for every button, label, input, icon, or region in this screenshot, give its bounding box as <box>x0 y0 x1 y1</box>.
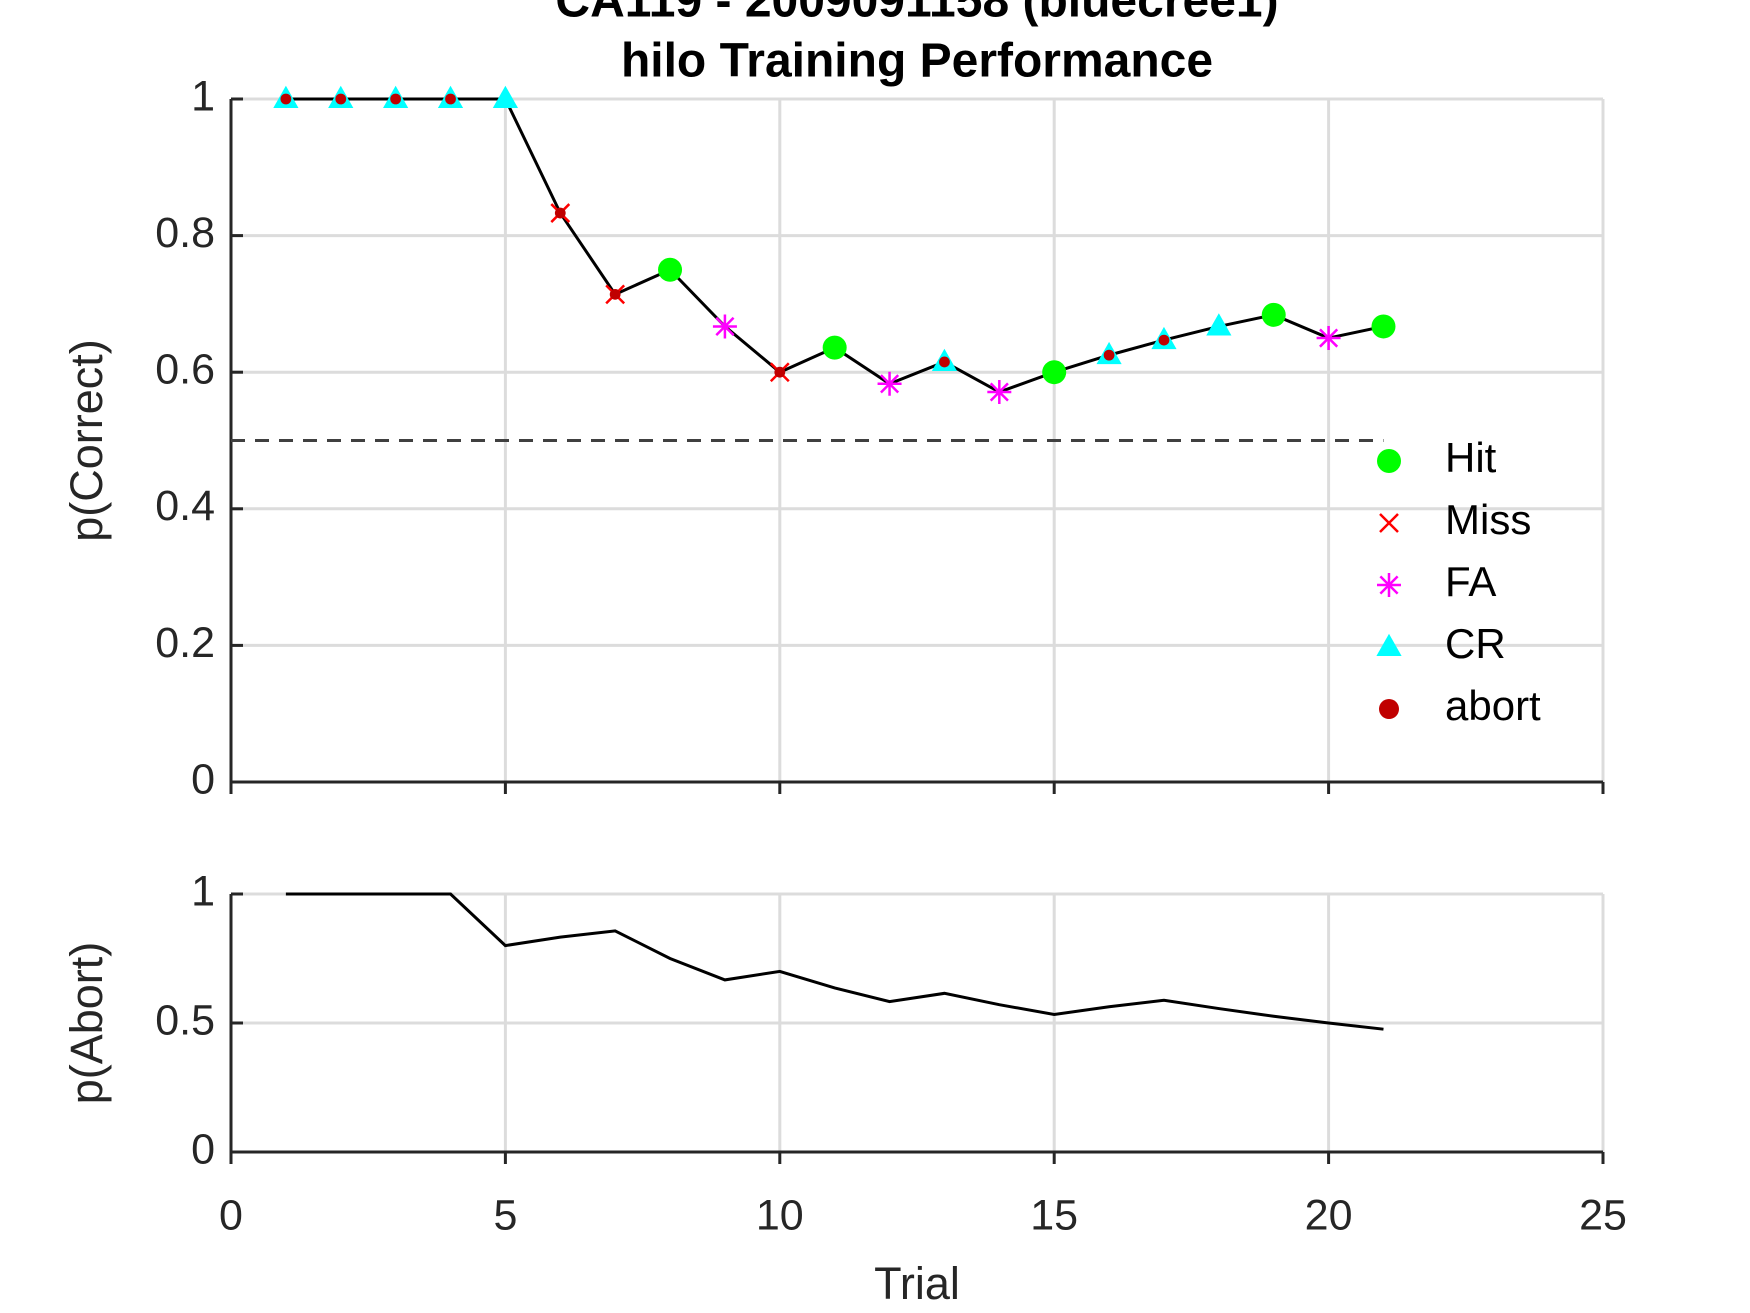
x-tick-label: 10 <box>756 1191 804 1239</box>
y-tick-label: 0.5 <box>155 996 215 1044</box>
marker-abort <box>609 288 621 300</box>
marker-abort <box>445 93 456 105</box>
legend-marker <box>1379 513 1399 533</box>
y-tick-label: 0 <box>191 755 215 803</box>
x-tick-label: 15 <box>1030 1191 1078 1239</box>
x-axis-label: Trial <box>874 1258 960 1309</box>
legend-label: CR <box>1445 620 1506 667</box>
marker-abort <box>280 93 292 105</box>
legend-label: Miss <box>1445 496 1531 543</box>
marker-abort <box>774 366 786 378</box>
x-tick-label: 5 <box>493 1191 517 1239</box>
marker-hit <box>1371 314 1396 339</box>
marker-abort <box>335 93 347 105</box>
marker-abort <box>939 356 950 368</box>
legend-marker <box>1376 633 1402 656</box>
marker-hit <box>1042 360 1067 385</box>
x-tick-label: 25 <box>1579 1191 1627 1239</box>
chart-title: CA119 - 2009091158 (bluecree1) <box>555 0 1278 28</box>
legend-label: FA <box>1445 558 1496 605</box>
marker-fa <box>712 314 737 339</box>
marker-abort <box>390 93 402 105</box>
marker-hit <box>658 257 683 282</box>
x-tick-label: 20 <box>1305 1191 1353 1239</box>
marker-fa <box>987 380 1012 405</box>
marker-abort <box>1103 349 1115 361</box>
marker-abort <box>1158 334 1170 346</box>
y-tick-label: 0.6 <box>155 346 215 394</box>
data-line <box>285 892 1384 1031</box>
x-tick-label: 0 <box>219 1191 243 1239</box>
legend-label: Hit <box>1445 434 1497 481</box>
y-tick-label: 0.8 <box>155 209 215 257</box>
chart-subtitle: hilo Training Performance <box>621 35 1213 88</box>
marker-fa <box>877 371 902 396</box>
y-tick-label: 0.4 <box>155 482 215 530</box>
legend-marker <box>1377 449 1401 473</box>
marker-cr <box>1206 313 1232 336</box>
marker-cr <box>492 85 518 108</box>
y-axis-label: p(Correct) <box>61 339 112 542</box>
marker-abort <box>554 207 566 219</box>
legend-marker <box>1379 699 1399 719</box>
y-tick-label: 1 <box>191 867 215 915</box>
marker-hit <box>822 335 847 360</box>
y-axis-label: p(Abort) <box>61 942 112 1105</box>
y-tick-label: 0.2 <box>155 619 215 667</box>
legend-label: abort <box>1445 682 1541 729</box>
marker-fa <box>1316 326 1341 351</box>
legend-marker <box>1377 573 1401 597</box>
marker-hit <box>1261 302 1286 327</box>
y-tick-label: 0 <box>191 1125 215 1173</box>
y-tick-label: 1 <box>191 72 215 120</box>
